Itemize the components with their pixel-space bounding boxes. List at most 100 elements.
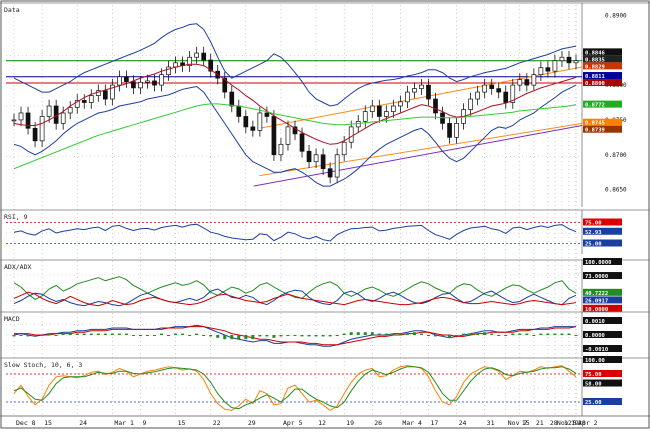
candle-body — [468, 98, 473, 110]
histogram-bar — [546, 333, 550, 335]
histogram-bar — [462, 333, 466, 335]
histogram-bar — [307, 335, 311, 337]
x-tick-label: Mar 4 — [402, 419, 422, 427]
value-label-box — [583, 379, 622, 387]
candle-body — [559, 56, 565, 62]
candle-body — [250, 126, 256, 131]
histogram-bar — [195, 333, 199, 335]
x-tick-label: 15 — [44, 419, 52, 427]
x-tick-label: 15 — [522, 419, 530, 427]
histogram-bar — [293, 335, 297, 336]
value-label-box — [583, 288, 622, 296]
candle-body — [145, 80, 150, 83]
histogram-bar — [469, 333, 473, 335]
histogram-bar — [110, 333, 114, 335]
candle-body — [398, 101, 403, 107]
value-label-box — [583, 296, 622, 304]
candle-body — [46, 105, 52, 117]
histogram-bar — [223, 335, 227, 340]
x-tick-label: 9 — [142, 419, 146, 427]
value-label-box — [583, 317, 622, 324]
x-tick-label: 19 — [346, 419, 354, 427]
candle-body — [348, 126, 354, 143]
value-label-box — [583, 55, 622, 63]
x-tick-label: 31 — [487, 419, 495, 427]
candle-body — [285, 126, 291, 145]
candle-body — [510, 84, 516, 103]
histogram-bar — [181, 333, 185, 335]
value-label-text: 52.93 — [585, 230, 602, 236]
histogram-bar — [216, 335, 220, 338]
candle-body — [334, 154, 340, 178]
value-label-text: 0.0010 — [585, 319, 605, 325]
trend-line — [259, 122, 583, 177]
histogram-bar — [356, 332, 360, 335]
panel-stoch: Slow Stoch, 10, 6, 3 100.00 75.00 58.00 25.0… — [0, 356, 650, 416]
candle-body — [236, 105, 242, 117]
value-label-text: 75.00 — [585, 221, 602, 227]
value-label-box — [583, 331, 622, 338]
histogram-bar — [26, 335, 30, 337]
histogram-bar — [377, 333, 381, 335]
histogram-bar — [434, 335, 437, 337]
panel-title: Data — [4, 6, 20, 14]
histogram-bar — [103, 333, 107, 335]
value-label-text: 0.0000 — [585, 333, 605, 339]
histogram-bar — [567, 333, 571, 335]
value-label-text: 100.0000 — [585, 260, 612, 266]
series-line-signal — [14, 326, 577, 346]
candle-body — [187, 56, 192, 66]
candle-body — [475, 91, 480, 100]
histogram-bar — [89, 333, 93, 335]
candle-body — [531, 74, 537, 86]
x-tick-label: 22 — [213, 419, 221, 427]
histogram-bar — [476, 333, 480, 335]
histogram-bar — [237, 335, 241, 340]
candle-body — [166, 66, 171, 76]
histogram-bar — [167, 335, 171, 336]
series-line-adx — [13, 276, 577, 300]
candle-body — [74, 100, 80, 108]
histogram-bar — [490, 333, 494, 335]
panel-rsi: RSI, 9 75.00 52.93 25.00 — [0, 209, 650, 254]
value-label-text: 75.00 — [585, 372, 602, 378]
x-tick-label: 28 — [578, 419, 586, 427]
candle-body — [299, 133, 305, 152]
histogram-bar — [553, 333, 557, 335]
candle-body — [327, 168, 333, 178]
series-line-bollinger-lower — [13, 84, 577, 187]
histogram-bar — [560, 333, 564, 335]
candle-body — [552, 60, 558, 72]
candle-body — [278, 143, 284, 156]
histogram-bar — [525, 333, 529, 335]
candle-body — [18, 112, 24, 121]
candle-body — [117, 76, 122, 86]
panel-title: ADX/ADX — [4, 263, 31, 271]
grid-lines — [13, 5, 577, 416]
value-label-box — [583, 48, 622, 56]
histogram-bar — [497, 335, 501, 336]
value-label-box — [583, 272, 622, 280]
value-label-box — [583, 72, 622, 80]
candle-body — [32, 127, 38, 142]
value-label-text: 73.0000 — [585, 274, 608, 280]
y-tick-label: 0.8900 — [605, 12, 627, 19]
value-label-box — [583, 62, 622, 70]
x-tick-label: 24 — [459, 419, 467, 427]
candle-body — [264, 112, 270, 117]
candle-body — [222, 77, 228, 93]
histogram-bar — [61, 333, 65, 335]
series-line-rsi — [13, 223, 577, 242]
x-tick-label: 12 — [564, 419, 572, 427]
value-label-box — [583, 227, 622, 235]
histogram-bar — [68, 333, 72, 335]
histogram-bar — [328, 335, 332, 337]
histogram-bar — [54, 335, 58, 336]
candle-body — [433, 98, 438, 114]
value-label-text: 100.00 — [585, 358, 605, 364]
candle-body — [306, 150, 312, 163]
panel-title: RSI, 9 — [4, 213, 28, 221]
histogram-bar — [75, 333, 79, 335]
